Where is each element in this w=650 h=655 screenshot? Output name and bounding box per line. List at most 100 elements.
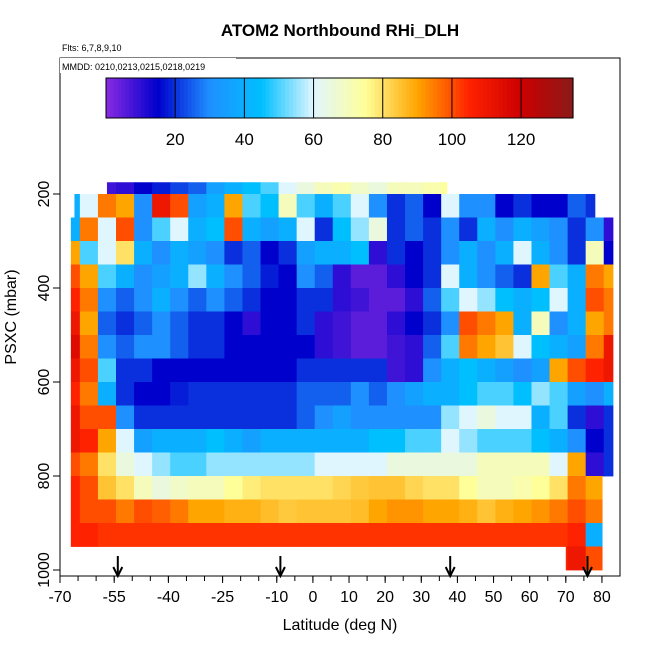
heatmap-cell	[116, 288, 135, 312]
heatmap-cell	[495, 429, 515, 453]
heatmap-cell	[278, 264, 298, 289]
colorbar-swatch	[545, 78, 551, 118]
heatmap-cell	[332, 264, 352, 289]
heatmap-cell	[567, 194, 587, 218]
heatmap-cell	[441, 241, 460, 265]
heatmap-cell	[242, 452, 262, 477]
colorbar-swatch	[491, 78, 496, 118]
heatmap-cell	[278, 311, 298, 336]
heatmap-cell	[116, 194, 135, 218]
heatmap-cell	[152, 217, 171, 242]
colorbar-tick-label: 100	[438, 130, 466, 149]
heatmap-cell	[260, 264, 280, 289]
heatmap-cell	[79, 217, 99, 242]
colorbar-swatch	[249, 78, 255, 118]
heatmap-cell	[549, 523, 569, 547]
heatmap-cell	[116, 358, 135, 383]
heatmap-cell	[495, 405, 515, 430]
colorbar-swatch	[374, 78, 380, 118]
colorbar-swatch	[133, 78, 138, 118]
colorbar-swatch	[308, 78, 313, 118]
colorbar-swatch	[425, 78, 430, 118]
colorbar-swatch	[417, 78, 422, 118]
heatmap-layer	[70, 182, 614, 571]
colorbar-swatch	[117, 78, 123, 118]
heatmap-cell	[242, 405, 262, 430]
heatmap-cell	[332, 382, 352, 406]
heatmap-cell	[74, 194, 81, 218]
heatmap-cell	[441, 194, 460, 218]
x-tick-label: 70	[557, 589, 575, 606]
heatmap-cell	[495, 452, 515, 477]
heatmap-cell	[423, 194, 442, 218]
heatmap-cell	[441, 217, 460, 242]
heatmap-cell	[603, 452, 614, 477]
x-tick-label: 50	[485, 589, 503, 606]
heatmap-cell	[603, 264, 614, 289]
colorbar-swatch	[109, 78, 115, 118]
heatmap-cell	[134, 194, 153, 218]
heatmap-cell	[188, 288, 207, 312]
heatmap-cell	[116, 335, 135, 359]
heatmap-cell	[278, 182, 298, 195]
heatmap-cell	[79, 382, 99, 406]
heatmap-cell	[513, 499, 533, 524]
colorbar-swatch	[460, 78, 465, 118]
heatmap-cell	[70, 288, 81, 312]
x-tick-label: -55	[103, 589, 126, 606]
heatmap-cell	[441, 182, 448, 195]
heatmap-cell	[260, 476, 280, 500]
colorbar-swatch	[230, 78, 236, 118]
colorbar-swatch	[495, 78, 500, 118]
heatmap-cell	[441, 288, 460, 312]
heatmap-cell	[513, 288, 533, 312]
colorbar-swatch	[246, 78, 251, 118]
heatmap-cell	[549, 405, 569, 430]
heatmap-cell	[386, 429, 406, 453]
colorbar-swatch	[351, 78, 356, 118]
heatmap-cell	[224, 241, 244, 265]
arrow-head	[444, 566, 456, 579]
heatmap-cell	[585, 405, 605, 430]
heatmap-cell	[97, 217, 117, 242]
heatmap-cell	[603, 335, 614, 359]
colorbar-tick-label: 80	[373, 130, 392, 149]
heatmap-cell	[405, 217, 424, 242]
heatmap-cell	[296, 182, 316, 195]
heatmap-cell	[405, 476, 424, 500]
colorbar-swatch	[164, 78, 169, 118]
colorbar-swatch	[300, 78, 306, 118]
heatmap-cell	[368, 499, 388, 524]
heatmap-cell	[513, 476, 533, 500]
heatmap-cell	[70, 358, 81, 383]
colorbar-swatch	[549, 78, 555, 118]
heatmap-cell	[531, 217, 551, 242]
heatmap-cell	[549, 476, 569, 500]
heatmap-cell	[477, 241, 496, 265]
heatmap-cell	[260, 288, 280, 312]
heatmap-cell	[79, 476, 99, 500]
heatmap-cell	[278, 499, 298, 524]
heatmap-cell	[314, 288, 334, 312]
heatmap-cell	[134, 523, 153, 547]
heatmap-cell	[368, 217, 388, 242]
heatmap-cell	[441, 382, 460, 406]
heatmap-cell	[531, 335, 551, 359]
heatmap-cell	[423, 429, 442, 453]
colorbar-swatch	[397, 78, 403, 118]
heatmap-cell	[405, 382, 424, 406]
x-tick-label: 10	[340, 589, 358, 606]
colorbar-swatch	[191, 78, 197, 118]
plot-frame	[59, 57, 621, 577]
heatmap-cell	[188, 358, 207, 383]
heatmap-cell	[242, 311, 262, 336]
heatmap-cell	[134, 264, 153, 289]
heatmap-cell	[242, 382, 262, 406]
heatmap-cell	[296, 499, 316, 524]
colorbar-swatch	[514, 78, 520, 118]
heatmap-cell	[531, 311, 551, 336]
heatmap-cell	[405, 405, 424, 430]
x-tick-label: -70	[48, 589, 71, 606]
heatmap-cell	[441, 311, 460, 336]
heatmap-cell	[386, 452, 406, 477]
